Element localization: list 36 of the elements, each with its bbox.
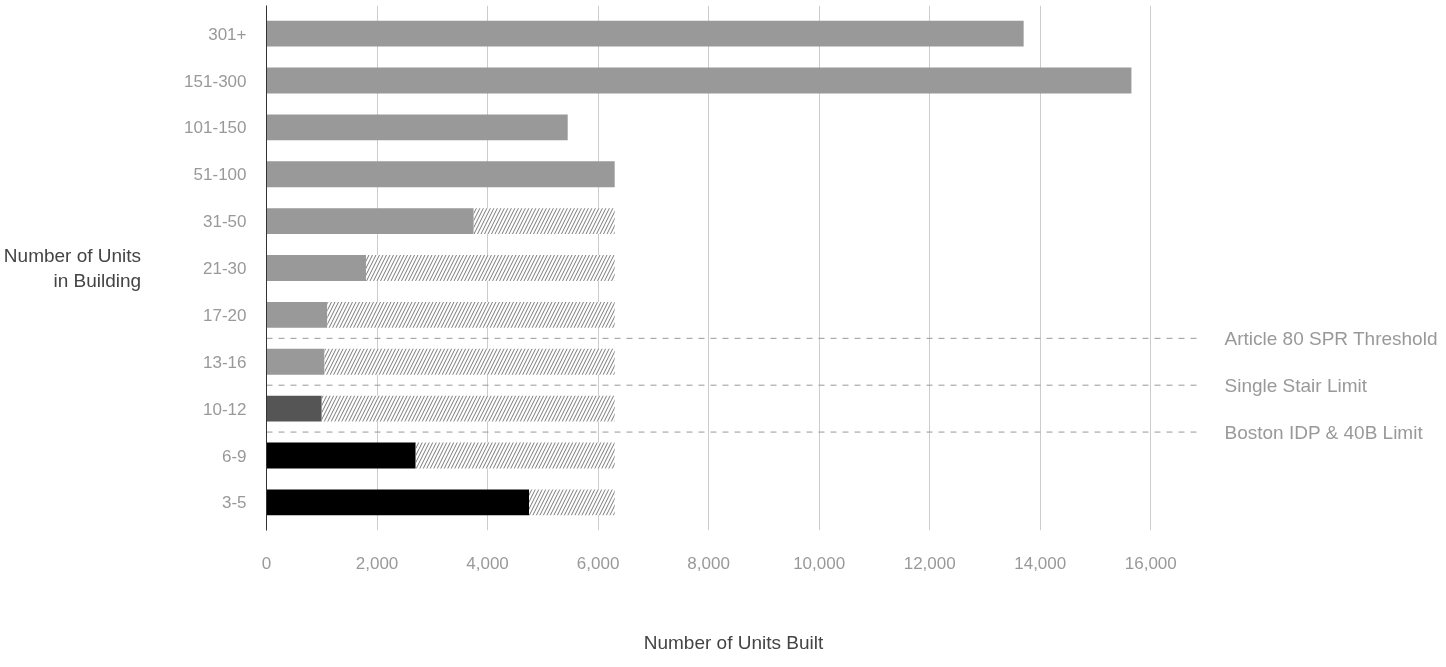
y-axis-title: Number of Units in Building [3,244,142,292]
y-tick-label: 301+ [208,24,247,44]
bar [266,348,325,375]
bar [266,114,568,141]
y-tick-label: 3-5 [221,493,247,513]
y-tick-label: 151-300 [184,71,247,91]
x-tick-label: 8,000 [687,553,730,573]
y-tick-label: 31-50 [203,212,247,232]
bar [266,20,1024,47]
x-tick-label: 4,000 [466,553,509,573]
x-tick-label: 12,000 [903,553,956,573]
bar [266,442,416,469]
x-axis-title: Number of Units Built [643,631,824,653]
y-tick-label: 10-12 [203,399,247,419]
y-tick-label: 6-9 [221,446,247,466]
text: Article 80 SPR Threshold [1224,327,1438,349]
bar [266,208,474,235]
bar [266,67,1132,94]
x-tick-label: 10,000 [793,553,846,573]
text: Single Stair Limit [1224,374,1368,396]
y-tick-label: 21-30 [203,259,247,278]
x-tick-label: 2,000 [355,553,399,573]
x-tick-label: 0 [261,553,272,573]
y-tick-label: 101-150 [184,118,247,138]
bar [266,255,366,281]
bar [266,395,322,422]
text: Boston IDP & 40B Limit [1224,421,1424,443]
bar [266,489,530,516]
x-tick-label: 6,000 [576,553,620,573]
y-tick-label: 13-16 [203,352,247,372]
bar [266,301,328,328]
y-tick-label: 51-100 [193,165,247,185]
y-tick-label: 17-20 [203,305,247,325]
x-tick-label: 14,000 [1014,553,1067,573]
bar [266,161,615,188]
x-tick-label: 16,000 [1124,553,1177,573]
